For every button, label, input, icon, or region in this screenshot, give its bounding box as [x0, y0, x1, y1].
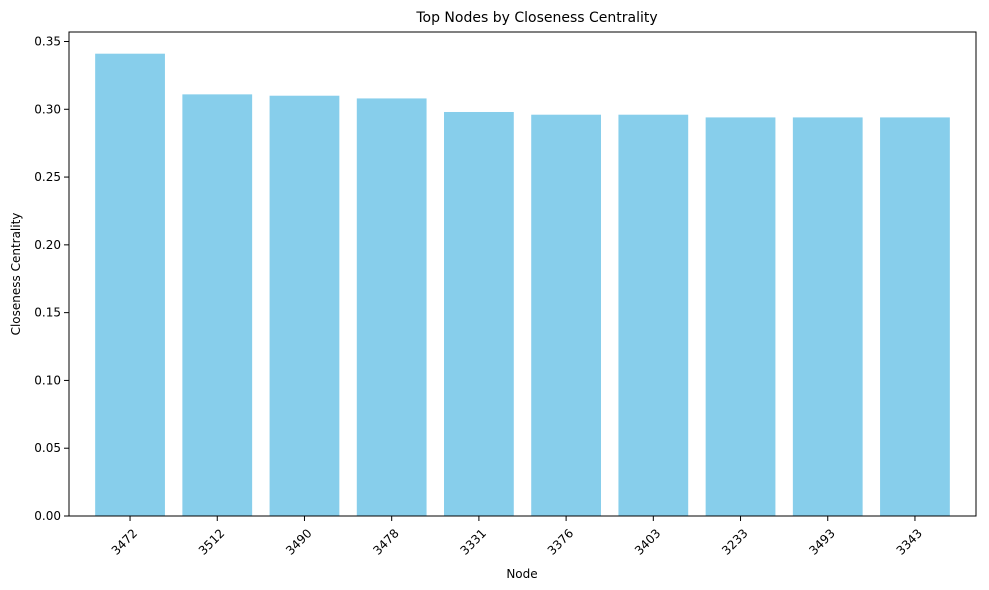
bar-3472 — [95, 53, 165, 517]
x-tick-label: 3490 — [283, 526, 314, 557]
x-tick-label: 3403 — [632, 526, 663, 557]
y-tick-label: 0.05 — [34, 441, 61, 455]
x-tick-label: 3376 — [545, 526, 576, 557]
plot-frame — [68, 31, 977, 517]
y-tick-label: 0.00 — [34, 509, 61, 523]
y-tick-label: 0.25 — [34, 170, 61, 184]
x-tick-label: 3472 — [109, 526, 140, 557]
x-tick-label: 3343 — [894, 526, 925, 557]
bar-3493 — [792, 117, 863, 516]
bar-3376 — [531, 114, 601, 516]
x-axis-title: Node — [506, 567, 537, 581]
x-tick-label: 3331 — [458, 526, 489, 557]
y-tick-label: 0.35 — [34, 34, 61, 48]
y-tick-label: 0.10 — [34, 373, 61, 387]
y-tick-label: 0.30 — [34, 102, 61, 116]
bar-3490 — [269, 95, 340, 517]
bar-3512 — [182, 94, 253, 517]
y-tick-label: 0.15 — [34, 306, 61, 320]
x-tick-label: 3233 — [719, 526, 750, 557]
x-tick-label: 3478 — [370, 526, 401, 557]
chart-title: Top Nodes by Closeness Centrality — [415, 10, 657, 26]
x-axis-ticks: 3472 3512 3490 3478 3331 3376 3403 3233 3493 3343 — [109, 516, 925, 558]
bar-3403 — [618, 114, 689, 516]
x-tick-label: 3512 — [196, 526, 227, 557]
x-tick-label: 3493 — [806, 526, 837, 557]
bar-3233 — [705, 117, 776, 516]
bar-3343 — [880, 117, 950, 516]
y-tick-label: 0.20 — [34, 238, 61, 252]
bar-3478 — [356, 98, 427, 517]
y-axis-ticks: 0.00 0.05 0.10 0.15 0.20 0.25 0.30 0.35 — [34, 34, 69, 523]
bars — [95, 53, 950, 517]
y-axis-title: Closeness Centrality — [9, 213, 23, 336]
bar-3331 — [444, 111, 514, 516]
